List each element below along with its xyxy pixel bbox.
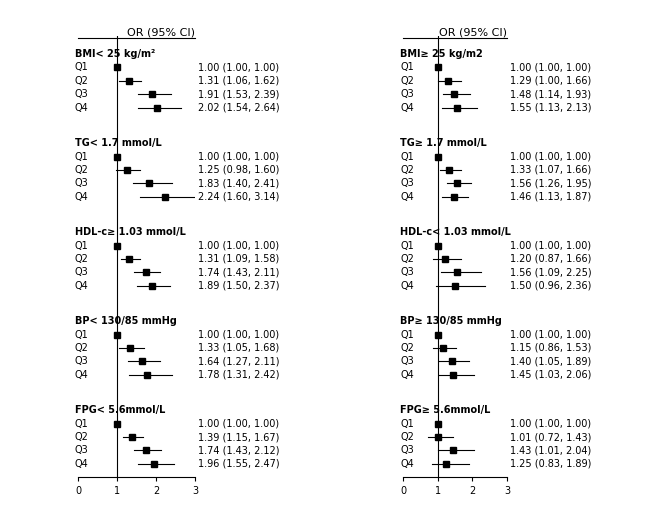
Text: 1.56 (1.09, 2.25): 1.56 (1.09, 2.25) [510,267,592,278]
Text: 1.00 (1.00, 1.00): 1.00 (1.00, 1.00) [510,151,591,162]
Text: 1.74 (1.43, 2.11): 1.74 (1.43, 2.11) [198,267,280,278]
Text: 1.00 (1.00, 1.00): 1.00 (1.00, 1.00) [510,241,591,250]
Text: 1.96 (1.55, 2.47): 1.96 (1.55, 2.47) [198,459,280,469]
Text: 1.00 (1.00, 1.00): 1.00 (1.00, 1.00) [198,241,280,250]
Text: Q4: Q4 [400,191,414,202]
Text: 2.02 (1.54, 2.64): 2.02 (1.54, 2.64) [198,103,280,112]
Text: Q1: Q1 [400,63,414,72]
Text: Q3: Q3 [75,89,88,99]
Text: Q1: Q1 [75,419,88,429]
Text: 1.43 (1.01, 2.04): 1.43 (1.01, 2.04) [510,445,591,456]
Text: 1.48 (1.14, 1.93): 1.48 (1.14, 1.93) [510,89,591,99]
Text: 1.39 (1.15, 1.67): 1.39 (1.15, 1.67) [198,432,280,442]
Text: Q4: Q4 [400,103,414,112]
Text: Q4: Q4 [75,191,88,202]
Text: Q1: Q1 [75,330,88,340]
Text: Q3: Q3 [400,178,414,188]
Text: 1.00 (1.00, 1.00): 1.00 (1.00, 1.00) [510,63,591,72]
Text: 1.20 (0.87, 1.66): 1.20 (0.87, 1.66) [510,254,591,264]
Text: Q4: Q4 [400,459,414,469]
Text: OR (95% CI): OR (95% CI) [127,28,195,37]
Text: Q4: Q4 [75,281,88,291]
Text: 1.64 (1.27, 2.11): 1.64 (1.27, 2.11) [198,357,280,366]
Text: 1.74 (1.43, 2.12): 1.74 (1.43, 2.12) [198,445,280,456]
Text: TG≥ 1.7 mmol/L: TG≥ 1.7 mmol/L [400,138,487,148]
Text: Q4: Q4 [400,370,414,380]
Text: Q2: Q2 [400,343,414,353]
Text: Q4: Q4 [400,281,414,291]
Text: 1.31 (1.09, 1.58): 1.31 (1.09, 1.58) [198,254,280,264]
Text: 1.89 (1.50, 2.37): 1.89 (1.50, 2.37) [198,281,280,291]
Text: 1.01 (0.72, 1.43): 1.01 (0.72, 1.43) [510,432,591,442]
Text: 1.50 (0.96, 2.36): 1.50 (0.96, 2.36) [510,281,591,291]
Text: HDL-c≥ 1.03 mmol/L: HDL-c≥ 1.03 mmol/L [75,227,186,237]
Text: BP< 130/85 mmHg: BP< 130/85 mmHg [75,317,177,326]
Text: Q3: Q3 [75,178,88,188]
Text: 1.40 (1.05, 1.89): 1.40 (1.05, 1.89) [510,357,591,366]
Text: 1.83 (1.40, 2.41): 1.83 (1.40, 2.41) [198,178,280,188]
Text: BP≥ 130/85 mmHg: BP≥ 130/85 mmHg [400,317,502,326]
Text: 1.25 (0.98, 1.60): 1.25 (0.98, 1.60) [198,165,280,175]
Text: Q3: Q3 [400,357,414,366]
Text: 1.00 (1.00, 1.00): 1.00 (1.00, 1.00) [198,63,280,72]
Text: BMI≥ 25 kg/m2: BMI≥ 25 kg/m2 [400,49,483,59]
Text: 1.55 (1.13, 2.13): 1.55 (1.13, 2.13) [510,103,592,112]
Text: Q3: Q3 [400,445,414,456]
Text: FPG≥ 5.6mmol/L: FPG≥ 5.6mmol/L [400,405,491,416]
Text: 1.46 (1.13, 1.87): 1.46 (1.13, 1.87) [510,191,591,202]
Text: Q2: Q2 [75,76,89,86]
Text: Q2: Q2 [400,76,414,86]
Text: 1.45 (1.03, 2.06): 1.45 (1.03, 2.06) [510,370,591,380]
Text: TG< 1.7 mmol/L: TG< 1.7 mmol/L [75,138,162,148]
Text: Q4: Q4 [75,370,88,380]
Text: Q4: Q4 [75,459,88,469]
Text: 1.15 (0.86, 1.53): 1.15 (0.86, 1.53) [510,343,591,353]
Text: 1.00 (1.00, 1.00): 1.00 (1.00, 1.00) [198,419,280,429]
Text: 1.91 (1.53, 2.39): 1.91 (1.53, 2.39) [198,89,280,99]
Text: Q4: Q4 [75,103,88,112]
Text: 1.33 (1.07, 1.66): 1.33 (1.07, 1.66) [510,165,591,175]
Text: Q1: Q1 [400,419,414,429]
Text: Q2: Q2 [75,432,89,442]
Text: Q1: Q1 [75,151,88,162]
Text: OR (95% CI): OR (95% CI) [439,28,507,37]
Text: Q2: Q2 [400,254,414,264]
Text: Q1: Q1 [75,63,88,72]
Text: Q1: Q1 [400,241,414,250]
Text: Q2: Q2 [75,343,89,353]
Text: 1.00 (1.00, 1.00): 1.00 (1.00, 1.00) [198,151,280,162]
Text: 1.00 (1.00, 1.00): 1.00 (1.00, 1.00) [198,330,280,340]
Text: Q3: Q3 [75,267,88,278]
Text: HDL-c< 1.03 mmol/L: HDL-c< 1.03 mmol/L [400,227,511,237]
Text: Q3: Q3 [75,357,88,366]
Text: 1.00 (1.00, 1.00): 1.00 (1.00, 1.00) [510,330,591,340]
Text: BMI< 25 kg/m²: BMI< 25 kg/m² [75,49,155,59]
Text: Q2: Q2 [400,432,414,442]
Text: Q3: Q3 [400,267,414,278]
Text: 1.33 (1.05, 1.68): 1.33 (1.05, 1.68) [198,343,280,353]
Text: 1.00 (1.00, 1.00): 1.00 (1.00, 1.00) [510,419,591,429]
Text: Q1: Q1 [400,151,414,162]
Text: Q2: Q2 [75,254,89,264]
Text: 1.31 (1.06, 1.62): 1.31 (1.06, 1.62) [198,76,280,86]
Text: 1.56 (1.26, 1.95): 1.56 (1.26, 1.95) [510,178,592,188]
Text: Q2: Q2 [400,165,414,175]
Text: Q2: Q2 [75,165,89,175]
Text: Q3: Q3 [75,445,88,456]
Text: 2.24 (1.60, 3.14): 2.24 (1.60, 3.14) [198,191,280,202]
Text: Q1: Q1 [75,241,88,250]
Text: 1.25 (0.83, 1.89): 1.25 (0.83, 1.89) [510,459,591,469]
Text: Q1: Q1 [400,330,414,340]
Text: 1.78 (1.31, 2.42): 1.78 (1.31, 2.42) [198,370,280,380]
Text: Q3: Q3 [400,89,414,99]
Text: 1.29 (1.00, 1.66): 1.29 (1.00, 1.66) [510,76,591,86]
Text: FPG< 5.6mmol/L: FPG< 5.6mmol/L [75,405,165,416]
